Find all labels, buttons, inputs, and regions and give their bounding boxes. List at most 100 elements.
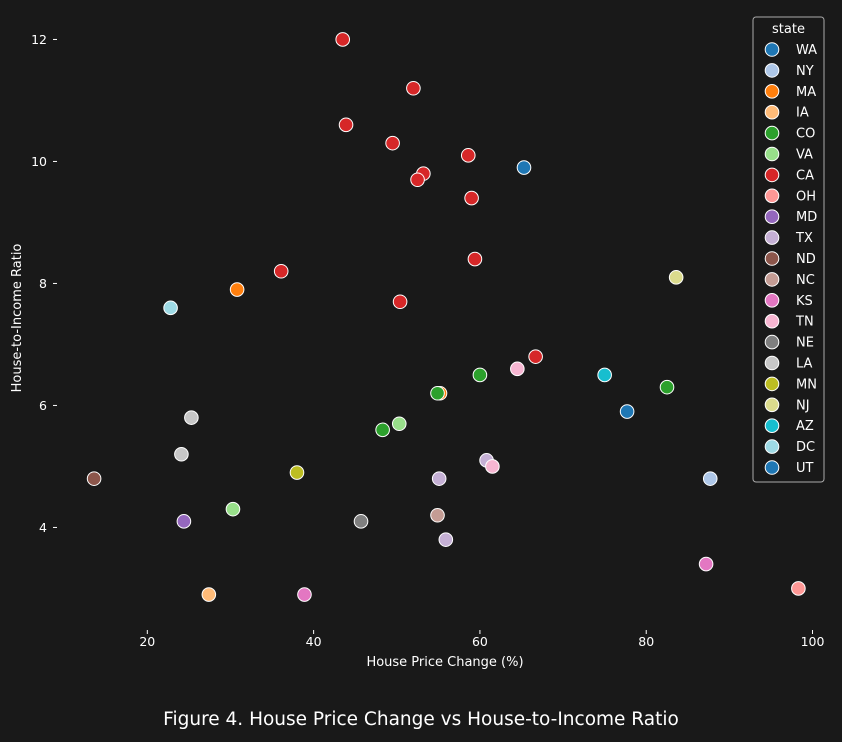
data-point-ca bbox=[273, 263, 289, 279]
x-tick-label: 40 bbox=[306, 634, 322, 649]
data-point-ca bbox=[406, 80, 421, 96]
legend-label-ny: NY bbox=[796, 64, 814, 79]
legend-label-la: LA bbox=[796, 357, 813, 372]
data-points bbox=[86, 32, 806, 602]
legend-marker-tx bbox=[764, 230, 780, 245]
data-point-ca bbox=[392, 294, 408, 310]
legend-marker-nj bbox=[764, 397, 780, 413]
legend-marker-va bbox=[764, 146, 780, 162]
legend-marker-oh bbox=[764, 188, 780, 204]
y-tick-label: 6 bbox=[39, 398, 47, 413]
legend-label-ne: NE bbox=[796, 336, 814, 351]
x-tick-label: 60 bbox=[472, 634, 488, 649]
x-tick-label: 100 bbox=[801, 634, 825, 649]
data-point-ut bbox=[619, 404, 635, 419]
data-point-ca bbox=[335, 32, 351, 47]
data-point-co bbox=[659, 379, 675, 395]
x-axis-ticks: 20 40 60 80 100 bbox=[139, 630, 825, 649]
data-point-tx bbox=[438, 532, 454, 547]
y-tick-label: 4 bbox=[39, 520, 47, 535]
data-point-ca bbox=[464, 190, 479, 206]
data-point-la bbox=[174, 446, 189, 462]
data-point-oh bbox=[791, 581, 806, 596]
legend-marker-nc bbox=[764, 272, 780, 287]
legend-marker-tn bbox=[764, 313, 780, 329]
legend-marker-mn bbox=[764, 376, 780, 392]
y-tick-label: 10 bbox=[31, 154, 47, 169]
legend-label-ut: UT bbox=[796, 461, 814, 476]
legend-label-ks: KS bbox=[796, 294, 813, 309]
x-axis-label: House Price Change (%) bbox=[366, 655, 523, 670]
legend-items: WA NY MA IA CO VA CA OH MD TX ND NC KS TN NE LA MN NJ AZ DC… bbox=[764, 42, 817, 476]
legend-marker-la bbox=[764, 355, 780, 371]
legend-label-nd: ND bbox=[796, 252, 816, 267]
legend-marker-az bbox=[764, 418, 780, 434]
legend-marker-ny bbox=[764, 63, 780, 78]
legend-title: state bbox=[772, 22, 805, 37]
data-point-mn bbox=[289, 465, 305, 480]
data-point-ny bbox=[702, 471, 718, 486]
data-point-md bbox=[176, 514, 192, 529]
legend-label-mn: MN bbox=[796, 377, 817, 392]
data-point-tx bbox=[431, 471, 447, 486]
legend-marker-ma bbox=[764, 84, 780, 99]
legend-marker-ut bbox=[764, 460, 780, 475]
legend-marker-ia bbox=[764, 104, 780, 120]
x-tick-label: 20 bbox=[139, 634, 155, 649]
legend-label-wa: WA bbox=[796, 43, 817, 58]
data-point-tn bbox=[510, 361, 525, 377]
legend-label-tn: TN bbox=[795, 315, 814, 330]
legend-marker-ca bbox=[764, 167, 780, 183]
data-point-az bbox=[597, 367, 612, 383]
data-point-ia bbox=[201, 587, 217, 602]
data-point-dc bbox=[163, 300, 178, 316]
legend-label-nc: NC bbox=[796, 273, 815, 288]
data-point-nj bbox=[668, 270, 684, 285]
y-axis-label: House-to-Income Ratio bbox=[10, 244, 25, 393]
legend-marker-dc bbox=[764, 439, 780, 454]
y-axis-ticks: 4 6 8 10 12 bbox=[31, 32, 57, 535]
data-point-la bbox=[184, 410, 199, 425]
data-point-co bbox=[375, 422, 390, 438]
legend-label-ma: MA bbox=[796, 85, 816, 100]
legend-label-va: VA bbox=[796, 148, 813, 163]
data-point-ma bbox=[229, 282, 245, 297]
legend-marker-co bbox=[764, 125, 780, 141]
data-point-ca bbox=[460, 148, 476, 163]
data-point-va bbox=[391, 416, 407, 432]
data-point-ca bbox=[467, 251, 483, 267]
legend-marker-ks bbox=[764, 293, 780, 308]
data-point-ne bbox=[353, 514, 369, 529]
legend-label-az: AZ bbox=[796, 419, 814, 434]
data-point-co bbox=[472, 367, 488, 383]
legend-label-nj: NJ bbox=[796, 398, 810, 413]
legend-label-ia: IA bbox=[796, 106, 809, 121]
legend: state WA NY MA IA CO VA CA OH MD TX ND NC KS TN NE LA MN… bbox=[752, 16, 825, 483]
legend-label-ca: CA bbox=[796, 168, 814, 183]
legend-label-oh: OH bbox=[796, 189, 816, 204]
data-point-ca bbox=[385, 135, 400, 151]
data-point-va bbox=[225, 501, 241, 517]
figure-caption: Figure 4. House Price Change vs House-to… bbox=[163, 709, 679, 730]
data-point-ca bbox=[338, 117, 354, 133]
data-point-tn bbox=[485, 459, 500, 474]
data-point-ks bbox=[698, 556, 714, 572]
y-tick-label: 8 bbox=[39, 276, 47, 291]
legend-label-dc: DC bbox=[796, 440, 815, 455]
legend-marker-nd bbox=[764, 251, 780, 266]
y-tick-label: 12 bbox=[31, 32, 47, 47]
legend-label-co: CO bbox=[796, 127, 815, 142]
legend-label-tx: TX bbox=[795, 231, 813, 246]
legend-marker-md bbox=[764, 209, 780, 224]
legend-label-md: MD bbox=[796, 210, 817, 225]
data-point-ca bbox=[528, 349, 543, 364]
data-point-ca bbox=[410, 172, 425, 188]
data-point-wa bbox=[516, 160, 532, 175]
legend-marker-wa bbox=[764, 42, 780, 57]
x-tick-label: 80 bbox=[638, 634, 654, 649]
data-point-nc bbox=[430, 507, 445, 523]
data-point-ks bbox=[297, 587, 312, 602]
legend-marker-ne bbox=[764, 334, 780, 350]
